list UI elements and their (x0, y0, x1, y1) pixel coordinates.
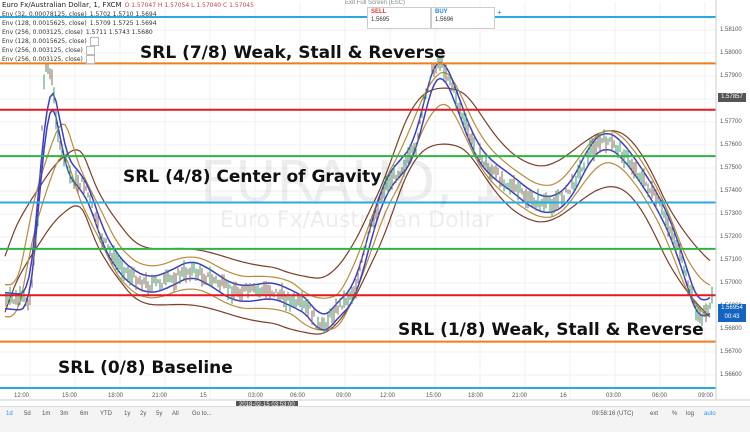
price-badge: 1.56954 (718, 304, 746, 313)
indicator-label: Env (128, 0.0015625, close) (2, 38, 87, 45)
time-tick-label: 03:00 (248, 393, 264, 399)
visibility-icon[interactable] (85, 55, 95, 64)
time-tick-label: 18:00 (468, 393, 484, 399)
timeframe-6m[interactable]: 6m (80, 411, 89, 417)
time-tick-label: 03:00 (606, 393, 622, 399)
annotation-srl-0-8: SRL (0/8) Baseline (58, 358, 233, 378)
indicator-values: 1.5711 1.5743 1.5680 (85, 29, 153, 36)
price-tick-label: 1.57500 (720, 165, 742, 171)
time-tick-label: 15:00 (426, 393, 442, 399)
envelope-band (4, 87, 711, 279)
price-tick-label: 1.56800 (720, 326, 742, 332)
time-tick-label: 06:00 (290, 393, 306, 399)
time-tick-label: 12:00 (380, 393, 396, 399)
indicator-label: Env (256, 0.003125, close) (2, 29, 83, 36)
crosshair-time: 2018-02-15 03:53:00 (236, 401, 298, 410)
sell-label: SELL (371, 9, 387, 15)
symbol-title: Euro Fx/Australian Dollar, 1, FXCM (2, 1, 122, 9)
goto-button[interactable]: Go to... (192, 411, 212, 417)
price-tick-label: 1.58100 (720, 27, 742, 33)
price-tick-label: 1.57200 (720, 234, 742, 240)
time-tick-label: 16 (560, 393, 567, 399)
symbol-watermark: EURAUD, 1 (200, 150, 507, 215)
timeframe-1d[interactable]: 1d (6, 411, 13, 417)
time-tick-label: 21:00 (512, 393, 528, 399)
indicator-row[interactable]: Env (256, 0.003125, close) 1.5711 1.5743 … (2, 28, 254, 37)
price-badge: 1.57857 (718, 93, 746, 102)
visibility-icon[interactable] (89, 37, 99, 46)
timeframe-1m[interactable]: 1m (42, 411, 51, 417)
percent-button[interactable]: % (672, 411, 678, 417)
price-tick-label: 1.57400 (720, 188, 742, 194)
ohlc-readout: O 1.57047 H 1.57054 L 1.57040 C 1.57045 (124, 2, 254, 9)
fullscreen-hint: Exit Full Screen (ESC) (345, 0, 406, 6)
ext-button[interactable]: ext (650, 411, 659, 417)
time-tick-label: 12:00 (14, 393, 30, 399)
timeframe-5d[interactable]: 5d (24, 411, 31, 417)
price-tick-label: 1.57900 (720, 73, 742, 79)
symbol-header: Euro Fx/Australian Dollar, 1, FXCM O 1.5… (2, 1, 254, 10)
indicator-row[interactable]: Env (32, 0.00078125, close) 1.5702 1.5710… (2, 10, 254, 19)
time-tick-label: 09:00 (336, 393, 352, 399)
timeframe-2y[interactable]: 2y (140, 411, 147, 417)
sell-button[interactable]: SELL 1.5695 (367, 7, 431, 29)
price-tick-label: 1.57700 (720, 119, 742, 125)
annotation-srl-4-8: SRL (4/8) Center of Gravity (123, 167, 382, 187)
indicator-values: 1.5709 1.5725 1.5694 (89, 20, 157, 27)
name-watermark: Euro Fx/Australian Dollar (220, 208, 494, 233)
auto-button[interactable]: auto (704, 411, 716, 417)
indicator-label: Env (256, 0.003125, close) (2, 56, 83, 63)
indicator-row[interactable]: Env (128, 0.0015625, close) 1.5709 1.5725… (2, 19, 254, 28)
trade-panel: Exit Full Screen (ESC) SELL 1.5695 BUY 1… (345, 0, 515, 29)
indicator-legend: Euro Fx/Australian Dollar, 1, FXCM O 1.5… (2, 1, 254, 64)
plus-icon[interactable]: + (497, 8, 502, 17)
timeframe-5y[interactable]: 5y (156, 411, 163, 417)
indicator-row[interactable]: Env (256, 0.003125, close) (2, 55, 254, 64)
indicator-row[interactable]: Env (256, 0.003125, close) (2, 46, 254, 55)
envelope-band (4, 143, 711, 335)
bottom-toolbar: 1d 5d 1m 3m 6m YTD 1y 2y 5y All Go to...… (0, 406, 750, 432)
time-tick-label: 21:00 (152, 393, 168, 399)
price-tick-label: 1.57600 (720, 142, 742, 148)
time-tick-label: 15 (200, 393, 207, 399)
time-tick-label: 09:00 (698, 393, 714, 399)
indicator-label: Env (32, 0.00078125, close) (2, 11, 87, 18)
buy-price: 1.5696 (435, 17, 454, 23)
indicator-values: 1.5702 1.5710 1.5694 (89, 11, 157, 18)
price-tick-label: 1.57100 (720, 257, 742, 263)
timeframe-ytd[interactable]: YTD (100, 411, 112, 417)
price-tick-label: 1.57000 (720, 280, 742, 286)
log-button[interactable]: log (686, 411, 695, 417)
time-tick-label: 06:00 (652, 393, 668, 399)
price-tick-label: 1.56700 (720, 349, 742, 355)
annotation-srl-7-8: SRL (7/8) Weak, Stall & Reverse (140, 43, 446, 63)
price-tick-label: 1.57300 (720, 211, 742, 217)
indicator-label: Env (256, 0.003125, close) (2, 47, 83, 54)
visibility-icon[interactable] (85, 46, 95, 55)
sell-price: 1.5695 (371, 17, 390, 23)
clock: 09:58:16 (UTC) (592, 411, 634, 417)
buy-button[interactable]: BUY 1.5696 (431, 7, 495, 29)
time-tick-label: 15:00 (62, 393, 78, 399)
price-tick-label: 1.56600 (720, 372, 742, 378)
price-tick-label: 1.58000 (720, 50, 742, 56)
indicator-label: Env (128, 0.0015625, close) (2, 20, 87, 27)
countdown-badge: 00:43 (718, 313, 746, 322)
time-tick-label: 18:00 (108, 393, 124, 399)
indicator-row[interactable]: Env (128, 0.0015625, close) (2, 37, 254, 46)
buy-label: BUY (435, 9, 448, 15)
annotation-srl-1-8: SRL (1/8) Weak, Stall & Reverse (398, 320, 704, 340)
timeframe-3m[interactable]: 3m (60, 411, 69, 417)
timeframe-all[interactable]: All (172, 411, 179, 417)
timeframe-1y[interactable]: 1y (124, 411, 131, 417)
